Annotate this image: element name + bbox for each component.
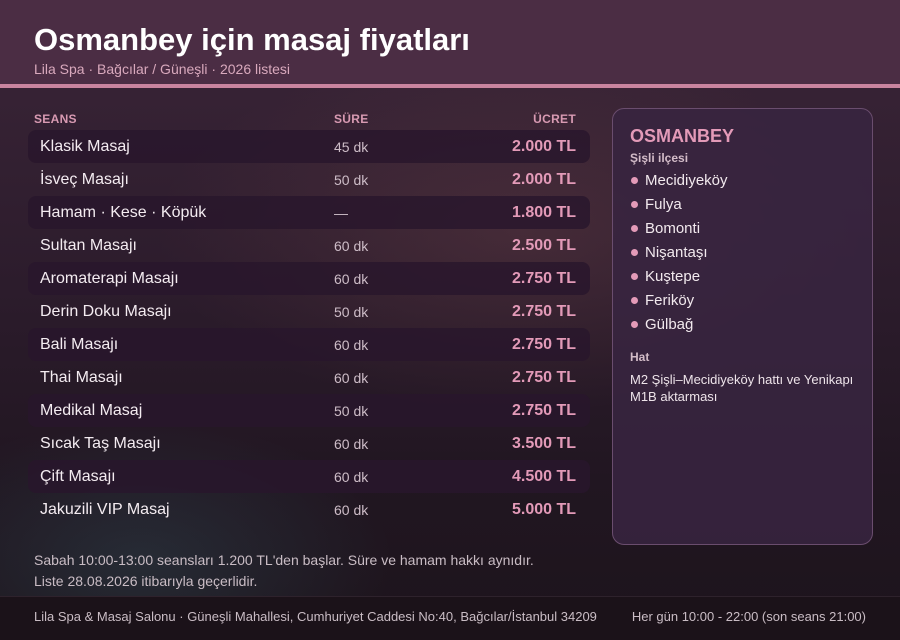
- bullet-icon: [631, 249, 638, 257]
- table-row: Bali Masajı 60 dk 2.750 TL: [28, 328, 590, 361]
- session-price: 4.500 TL: [511, 468, 576, 485]
- session-duration: 50 dk: [334, 172, 369, 188]
- session-price: 5.000 TL: [511, 501, 576, 518]
- neighborhood-item: Fulya: [630, 193, 728, 217]
- table-header: SEANS SÜRE ÜCRET: [28, 108, 590, 130]
- column-header-session: SEANS: [34, 112, 77, 126]
- district-name: OSMANBEY: [630, 126, 735, 146]
- session-duration: 60 dk: [334, 271, 369, 287]
- table-row: Çift Masajı 60 dk 4.500 TL: [28, 460, 590, 493]
- table-row: Aromaterapi Masajı 60 dk 2.750 TL: [28, 262, 590, 295]
- session-duration: 50 dk: [334, 304, 369, 320]
- note-validity: Liste 28.08.2026 itibarıyla geçerlidir.: [34, 573, 258, 589]
- neighborhood-name: Bomonti: [645, 220, 701, 237]
- session-duration: —: [334, 205, 348, 221]
- column-header-price: ÜCRET: [533, 112, 576, 126]
- page-header: Osmanbey için masaj fiyatları Lila Spa ·…: [0, 0, 900, 88]
- session-name: Medikal Masaj: [40, 402, 143, 419]
- neighborhood-item: Feriköy: [630, 289, 728, 313]
- neighborhood-list: Mecidiyeköy Fulya Bomonti Nişantaşı Kuştepe F…: [630, 169, 728, 337]
- session-price: 3.500 TL: [511, 435, 576, 452]
- page-subtitle: Lila Spa · Bağcılar / Güneşli · 2026 lis…: [34, 61, 291, 77]
- session-name: İsveç Masajı: [40, 171, 129, 188]
- bullet-icon: [631, 321, 638, 329]
- session-duration: 50 dk: [334, 403, 369, 419]
- session-price: 2.000 TL: [511, 171, 576, 188]
- table-row: Derin Doku Masajı 50 dk 2.750 TL: [28, 295, 590, 328]
- session-name: Klasik Masaj: [40, 138, 130, 155]
- session-price: 2.750 TL: [511, 270, 576, 287]
- bullet-icon: [631, 177, 638, 185]
- session-name: Bali Masajı: [40, 336, 119, 353]
- table-row: Sultan Masajı 60 dk 2.500 TL: [28, 229, 590, 262]
- session-duration: 60 dk: [334, 436, 369, 452]
- table-row: Klasik Masaj 45 dk 2.000 TL: [28, 130, 590, 163]
- footer-hours: Her gün 10:00 - 22:00 (son seans 21:00): [631, 609, 866, 624]
- neighborhood-item: Mecidiyeköy: [630, 169, 728, 193]
- bullet-icon: [631, 297, 638, 305]
- session-price: 2.750 TL: [511, 369, 576, 386]
- session-price: 2.750 TL: [511, 336, 576, 353]
- price-table: SEANS SÜRE ÜCRET Klasik Masaj 45 dk 2.000 …: [28, 108, 590, 526]
- neighborhood-item: Nişantaşı: [630, 241, 728, 265]
- neighborhood-name: Nişantaşı: [645, 244, 708, 261]
- page-footer: Lila Spa & Masaj Salonu · Güneşli Mahall…: [0, 596, 900, 640]
- table-row: İsveç Masajı 50 dk 2.000 TL: [28, 163, 590, 196]
- neighborhood-name: Feriköy: [645, 292, 695, 309]
- table-row: Thai Masajı 60 dk 2.750 TL: [28, 361, 590, 394]
- session-price: 2.500 TL: [511, 237, 576, 254]
- session-name: Sultan Masajı: [40, 237, 137, 254]
- neighborhood-item: Bomonti: [630, 217, 728, 241]
- transit-text: M2 Şişli–Mecidiyeköy hattı ve Yenikapı M…: [630, 372, 854, 404]
- session-name: Çift Masajı: [40, 468, 116, 485]
- footer-address: Lila Spa & Masaj Salonu · Güneşli Mahall…: [34, 609, 597, 624]
- transit-title: Hat: [630, 350, 650, 364]
- session-duration: 60 dk: [334, 238, 369, 254]
- note-morning: Sabah 10:00-13:00 seansları 1.200 TL'den…: [34, 552, 534, 568]
- table-row: Medikal Masaj 50 dk 2.750 TL: [28, 394, 590, 427]
- session-price: 2.750 TL: [511, 303, 576, 320]
- session-price: 2.000 TL: [511, 138, 576, 155]
- neighborhood-name: Gülbağ: [645, 316, 694, 333]
- neighborhood-item: Kuştepe: [630, 265, 728, 289]
- table-body: Klasik Masaj 45 dk 2.000 TL İsveç Masajı 50 …: [28, 130, 590, 526]
- neighborhood-name: Fulya: [645, 196, 682, 213]
- page-title: Osmanbey için masaj fiyatları: [34, 22, 470, 57]
- neighborhood-item: Gülbağ: [630, 313, 728, 337]
- session-duration: 60 dk: [334, 502, 369, 518]
- session-price: 2.750 TL: [511, 402, 576, 419]
- session-name: Aromaterapi Masajı: [40, 270, 179, 287]
- district-sub: Şişli ilçesi: [630, 151, 689, 165]
- session-name: Sıcak Taş Masajı: [40, 435, 161, 452]
- bullet-icon: [631, 201, 638, 209]
- table-row: Hamam · Kese · Köpük — 1.800 TL: [28, 196, 590, 229]
- session-duration: 60 dk: [334, 337, 369, 353]
- session-duration: 60 dk: [334, 469, 369, 485]
- bullet-icon: [631, 273, 638, 281]
- neighborhood-name: Kuştepe: [645, 268, 701, 285]
- session-name: Thai Masajı: [40, 369, 123, 386]
- bullet-icon: [631, 225, 638, 233]
- neighborhood-name: Mecidiyeköy: [645, 172, 728, 189]
- session-price: 1.800 TL: [511, 204, 576, 221]
- session-duration: 60 dk: [334, 370, 369, 386]
- session-name: Derin Doku Masajı: [40, 303, 172, 320]
- table-row: Jakuzili VIP Masaj 60 dk 5.000 TL: [28, 493, 590, 526]
- district-panel: OSMANBEY Şişli ilçesi Mecidiyeköy Fulya Bo…: [612, 108, 873, 545]
- table-row: Sıcak Taş Masajı 60 dk 3.500 TL: [28, 427, 590, 460]
- column-header-duration: SÜRE: [334, 112, 369, 126]
- session-name: Jakuzili VIP Masaj: [40, 501, 170, 518]
- session-duration: 45 dk: [334, 139, 369, 155]
- session-name: Hamam · Kese · Köpük: [40, 204, 207, 221]
